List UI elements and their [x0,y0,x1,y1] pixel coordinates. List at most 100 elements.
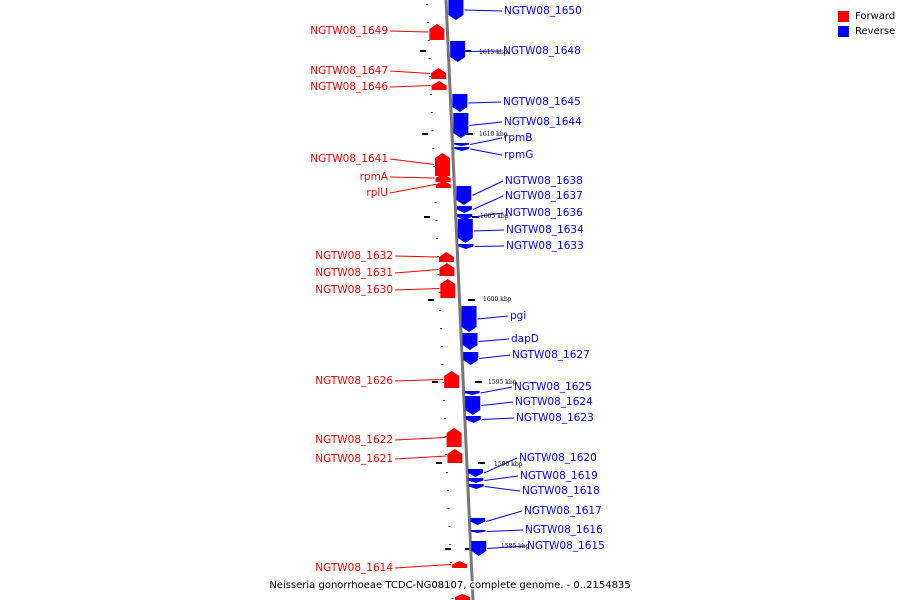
reverse-label-leader [484,486,521,492]
major-tick [424,216,430,218]
forward-gene-arrow [446,428,462,447]
scale-tick [449,544,452,545]
reverse-gene-arrow [457,219,473,243]
forward-gene-label: NGTW08_1622 [315,434,393,446]
scale-tick [433,166,436,167]
forward-gene-arrow [435,174,451,182]
scale-tick [437,274,440,275]
reverse-gene-label: NGTW08_1615 [527,540,605,552]
reverse-gene-label: NGTW08_1637 [505,190,583,202]
reverse-gene-arrow [448,0,464,20]
forward-gene-arrow [429,24,445,40]
legend-item-forward: Forward [838,9,895,24]
forward-gene-label: NGTW08_1621 [315,453,393,465]
reverse-gene-label: NGTW08_1634 [506,224,584,236]
forward-gene-arrow [435,181,451,188]
reverse-label-leader [470,137,503,145]
forward-gene-label: NGTW08_1631 [315,267,393,279]
reverse-gene-label: pgi [510,310,526,322]
forward-gene-arrow [451,561,467,568]
reverse-gene-arrow [464,391,480,395]
reverse-gene-arrow [471,541,487,556]
reverse-gene-label: NGTW08_1645 [503,96,581,108]
reverse-gene-arrow [456,186,472,205]
scale-kbp-label: 1595 kbp [488,379,517,386]
forward-gene-label: NGTW08_1641 [310,153,388,165]
reverse-gene-arrow [468,478,484,483]
scale-tick [439,328,442,329]
scale-kbp-label: 1590 kbp [494,461,523,468]
reverse-gene-label: NGTW08_1624 [515,396,593,408]
forward-label-leader [389,30,429,33]
legend: Forward Reverse [838,9,895,39]
scale-tick [445,454,448,455]
forward-label-leader [394,379,444,382]
right-tick [465,548,472,550]
forward-gene-label: rplU [366,187,388,199]
forward-label-leader [394,255,438,258]
reverse-gene-arrow [454,143,470,146]
reverse-gene-label: NGTW08_1636 [505,207,583,219]
forward-gene-label: rpmA [360,171,389,183]
scale-tick [446,490,449,491]
reverse-gene-arrow [465,416,481,423]
reverse-label-leader [487,545,526,549]
scale-tick [429,94,432,95]
genome-caption: Neisseria gonorrhoeae TCDC-NG08107, comp… [269,580,630,591]
reverse-label-leader [479,354,511,359]
reverse-gene-arrow [456,206,472,213]
scale-tick [440,346,443,347]
reverse-gene-arrow [454,147,470,151]
scale-tick [446,472,449,473]
legend-item-reverse: Reverse [838,24,895,39]
scale-kbp-label: 1605 kbp [480,213,509,220]
forward-label-leader [394,564,452,569]
legend-label-reverse: Reverse [855,26,896,37]
forward-gene-label: NGTW08_1630 [315,284,393,296]
reverse-label-leader [466,50,502,52]
scale-tick [444,436,447,437]
scale-tick [439,310,442,311]
forward-label-leader [394,437,446,441]
scale-tick [434,202,437,203]
reverse-label-leader [469,121,503,126]
reverse-gene-arrow [463,352,479,365]
reverse-gene-label: NGTW08_1618 [522,485,600,497]
scale-tick [442,382,445,383]
forward-gene-arrow [440,279,456,298]
forward-gene-arrow [431,68,447,79]
reverse-label-leader [480,386,513,394]
right-tick [466,133,473,135]
reverse-label-leader [486,529,524,532]
reverse-gene-label: rpmG [504,149,533,161]
scale-tick [426,22,429,23]
reverse-label-leader [472,180,504,196]
forward-label-leader [394,269,439,274]
right-tick [475,381,482,383]
reverse-label-leader [470,148,503,156]
legend-label-forward: Forward [855,11,896,22]
reverse-label-leader [477,315,509,320]
reverse-label-leader [473,212,504,218]
forward-label-leader [389,85,431,88]
scale-tick [443,400,445,401]
reverse-label-leader [468,101,502,104]
major-tick [422,133,428,135]
forward-label-leader [389,158,435,165]
major-tick [420,50,426,52]
reverse-label-leader [486,510,523,522]
genome-axis [444,0,475,600]
forward-gene-arrow [434,153,450,176]
scale-tick [450,580,453,581]
forward-gene-label: NGTW08_1632 [315,250,393,262]
reverse-gene-label: NGTW08_1616 [525,524,603,536]
reverse-gene-label: NGTW08_1619 [520,470,598,482]
reverse-gene-arrow [458,244,474,249]
forward-gene-label: NGTW08_1614 [315,562,393,574]
scale-tick [435,220,438,221]
reverse-gene-arrow [462,333,478,350]
scale-tick [429,76,432,77]
forward-swatch [838,11,849,22]
scale-tick [428,58,431,59]
reverse-label-leader [481,417,515,420]
